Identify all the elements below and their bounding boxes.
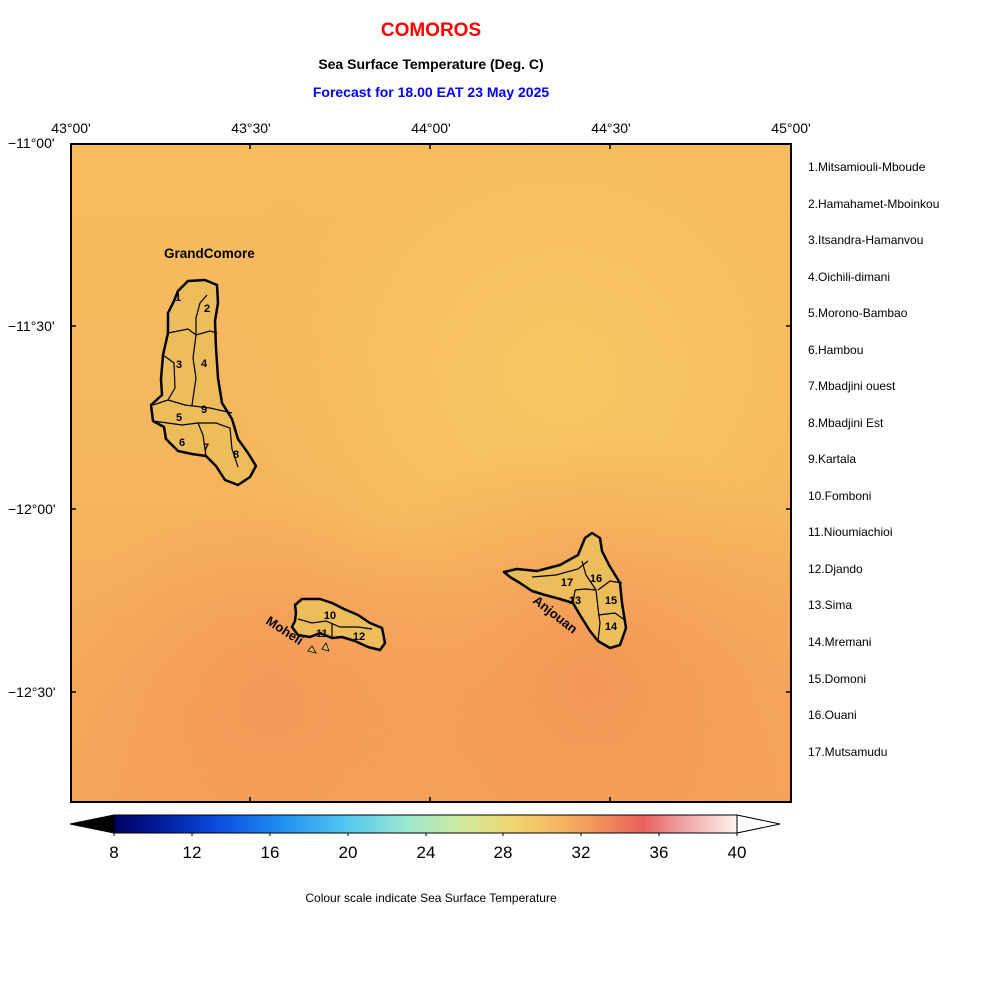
region-legend-item: 10.Fomboni <box>808 489 872 503</box>
colorbar <box>69 814 781 836</box>
region-number-5: 5 <box>176 412 182 424</box>
map-frame <box>70 143 792 803</box>
region-legend-item: 6.Hambou <box>808 343 864 357</box>
region-legend-item: 13.Sima <box>808 598 853 612</box>
region-legend-item: 14.Mremani <box>808 635 872 649</box>
colorbar-tick-32: 32 <box>571 843 591 862</box>
moheli-island <box>290 597 387 652</box>
region-legend-item: 8.Mbadjini Est <box>808 416 884 430</box>
lon-label-45-00: 45°00' <box>771 120 811 136</box>
region-number-15: 15 <box>605 595 617 607</box>
region-number-12: 12 <box>353 631 365 643</box>
region-number-16: 16 <box>590 573 602 585</box>
colorbar-tick-28: 28 <box>493 843 513 862</box>
forecast-time: Forecast for 18.00 EAT 23 May 2025 <box>312 84 550 100</box>
map-subtitle: Sea Surface Temperature (Deg. C) <box>318 56 544 72</box>
region-number-1: 1 <box>175 292 181 304</box>
region-number-14: 14 <box>605 621 618 633</box>
lon-label-43-00: 43°00' <box>51 120 91 136</box>
anjouan-island <box>502 531 628 650</box>
warm-sea-area-south <box>70 143 792 803</box>
colorbar-tick-20: 20 <box>338 843 358 862</box>
region-legend-item: 11.Nioumiachioi <box>808 525 893 539</box>
region-number-13: 13 <box>569 595 581 607</box>
lat-label-11-00: −11°00' <box>8 135 55 151</box>
moheli-borders <box>297 618 373 638</box>
colorbar-ticks <box>113 833 738 836</box>
region-number-3: 3 <box>176 359 182 371</box>
moheli-islets <box>307 642 330 654</box>
colorbar-tick-40: 40 <box>727 843 747 862</box>
region-legend-item: 12.Djando <box>808 562 863 576</box>
grand-comore-label: GrandComore <box>164 246 255 261</box>
region-legend-item: 3.Itsandra-Hamanvou <box>808 233 924 247</box>
region-number-10: 10 <box>324 610 336 622</box>
colorbar-tick-12: 12 <box>182 843 202 862</box>
region-legend-item: 1.Mitsamiouli-Mboude <box>808 160 926 174</box>
region-legend-item: 4.Oichili-dimani <box>808 270 891 284</box>
region-legend-item: 17.Mutsamudu <box>808 745 888 759</box>
region-legend-item: 15.Domoni <box>808 672 867 686</box>
grand-comore-borders <box>152 294 239 468</box>
sst-map: GrandComore Moheli Anjouan 1 2 3 4 5 6 7… <box>70 143 792 803</box>
colorbar-gradient <box>113 814 738 834</box>
region-legend-item: 5.Morono-Bambao <box>808 306 908 320</box>
region-legend-item: 9.Kartala <box>808 452 857 466</box>
colorbar-tick-36: 36 <box>649 843 669 862</box>
colorbar-high-arrow <box>736 814 781 834</box>
lat-label-12-30: −12°30' <box>8 684 56 700</box>
lat-label-12-00: −12°00' <box>8 501 56 517</box>
lon-label-44-00: 44°00' <box>411 120 451 136</box>
map-title: COMOROS <box>380 20 482 41</box>
region-number-6: 6 <box>179 437 185 449</box>
region-number-4: 4 <box>201 358 208 370</box>
region-legend-item: 16.Ouani <box>808 708 857 722</box>
region-legend-item: 7.Mbadjini ouest <box>808 379 896 393</box>
lon-label-43-30: 43°30' <box>231 120 271 136</box>
region-number-17: 17 <box>561 577 573 589</box>
colorbar-tick-24: 24 <box>416 843 436 862</box>
lon-label-44-30: 44°30' <box>591 120 631 136</box>
region-number-7: 7 <box>203 442 209 454</box>
colorbar-caption: Colour scale indicate Sea Surface Temper… <box>305 891 557 905</box>
region-legend-item: 2.Hamahamet-Mboinkou <box>808 197 940 211</box>
lat-label-11-30: −11°30' <box>8 318 55 334</box>
region-number-2: 2 <box>204 303 210 315</box>
colorbar-tick-16: 16 <box>260 843 280 862</box>
region-number-9: 9 <box>201 404 207 416</box>
region-number-11: 11 <box>316 628 328 640</box>
colorbar-low-arrow <box>69 814 115 834</box>
region-number-8: 8 <box>233 449 239 461</box>
anjouan-borders <box>531 560 627 642</box>
colorbar-tick-8: 8 <box>109 843 119 862</box>
